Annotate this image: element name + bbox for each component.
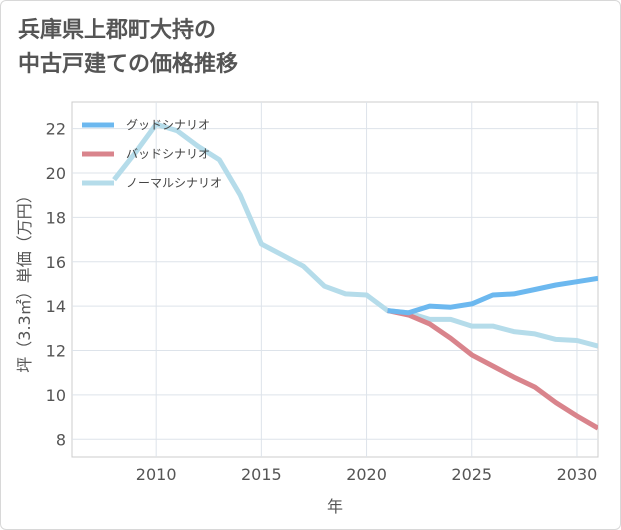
x-tick-labels: 2010 2015 2020 2025 2030 xyxy=(136,465,598,484)
legend-item-bad: バッドシナリオ xyxy=(82,147,210,161)
x-tick-label: 2015 xyxy=(241,465,282,484)
legend-item-good: グッドシナリオ xyxy=(82,118,210,132)
y-tick-label: 8 xyxy=(56,430,66,449)
y-tick-labels: 8 10 12 14 16 18 20 22 xyxy=(46,120,66,450)
y-tick-label: 20 xyxy=(46,164,66,183)
series-line-bad xyxy=(387,308,598,431)
chart-title-line1: 兵庫県上郡町大持の xyxy=(18,18,217,43)
series-line-normal xyxy=(112,121,598,349)
plot-area xyxy=(71,101,599,458)
series-lines xyxy=(112,121,598,431)
chart-title: 兵庫県上郡町大持の 中古戸建ての価格推移 xyxy=(18,14,238,82)
grid-lines xyxy=(72,102,598,457)
series-line-good xyxy=(387,275,598,316)
y-tick-label: 18 xyxy=(46,208,66,227)
y-tick-label: 10 xyxy=(46,386,66,405)
y-tick-label: 22 xyxy=(46,120,66,139)
x-tick-label: 2020 xyxy=(346,465,387,484)
x-tick-label: 2025 xyxy=(451,465,492,484)
legend-item-normal: ノーマルシナリオ xyxy=(82,176,222,190)
x-tick-label: 2010 xyxy=(136,465,177,484)
y-axis-title: 坪（3.3㎡）単価（万円） xyxy=(15,187,34,372)
y-tick-label: 12 xyxy=(46,342,66,361)
legend-label: バッドシナリオ xyxy=(126,147,210,161)
x-tick-label: 2030 xyxy=(557,465,598,484)
legend-label: グッドシナリオ xyxy=(126,118,210,132)
chart-title-line2: 中古戸建ての価格推移 xyxy=(18,52,239,77)
y-tick-label: 16 xyxy=(46,253,66,272)
x-axis-title: 年 xyxy=(327,497,343,516)
y-tick-label: 14 xyxy=(46,297,66,316)
legend-label: ノーマルシナリオ xyxy=(126,176,222,190)
